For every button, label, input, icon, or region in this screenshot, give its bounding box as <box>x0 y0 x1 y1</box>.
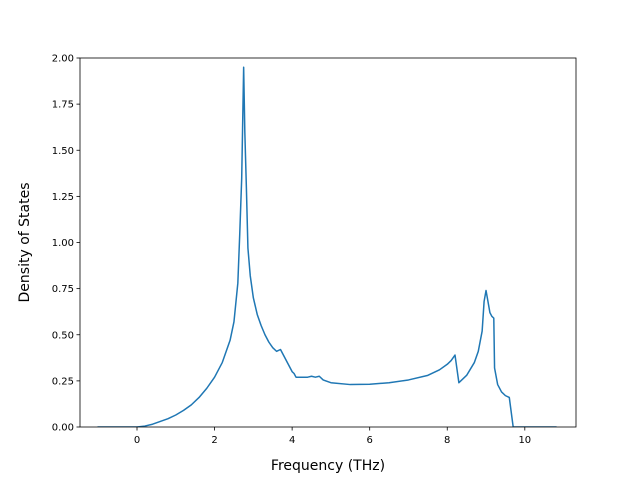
x-tick-label: 8 <box>444 435 450 446</box>
plot-frame <box>79 57 577 428</box>
y-tick-label: 1.25 <box>52 192 74 203</box>
x-axis-label: Frequency (THz) <box>271 458 385 474</box>
y-tick-label: 0.50 <box>52 330 74 341</box>
dos-series-line-0 <box>97 66 557 427</box>
y-tick-label: 0.25 <box>52 376 74 387</box>
x-tick-label: 4 <box>289 435 295 446</box>
x-tick-label: 2 <box>211 435 217 446</box>
y-tick-label: 1.00 <box>52 238 74 249</box>
y-tick-label: 0.75 <box>52 284 74 295</box>
axes: 0 2 4 6 8 10 0.00 0.25 0.50 0.75 1.00 1.25 1.50 1.75 2… <box>52 54 577 446</box>
y-tick-label: 1.75 <box>52 100 74 111</box>
y-tick-label: 1.50 <box>52 146 74 157</box>
y-axis-label: Density of States <box>17 183 33 303</box>
y-tick-label: 2.00 <box>52 54 74 65</box>
y-tick-label: 0.00 <box>52 423 74 434</box>
x-tick-label: 10 <box>518 435 531 446</box>
plot-area <box>97 66 557 427</box>
x-tick-label: 6 <box>367 435 373 446</box>
x-tick-label: 0 <box>134 435 140 446</box>
